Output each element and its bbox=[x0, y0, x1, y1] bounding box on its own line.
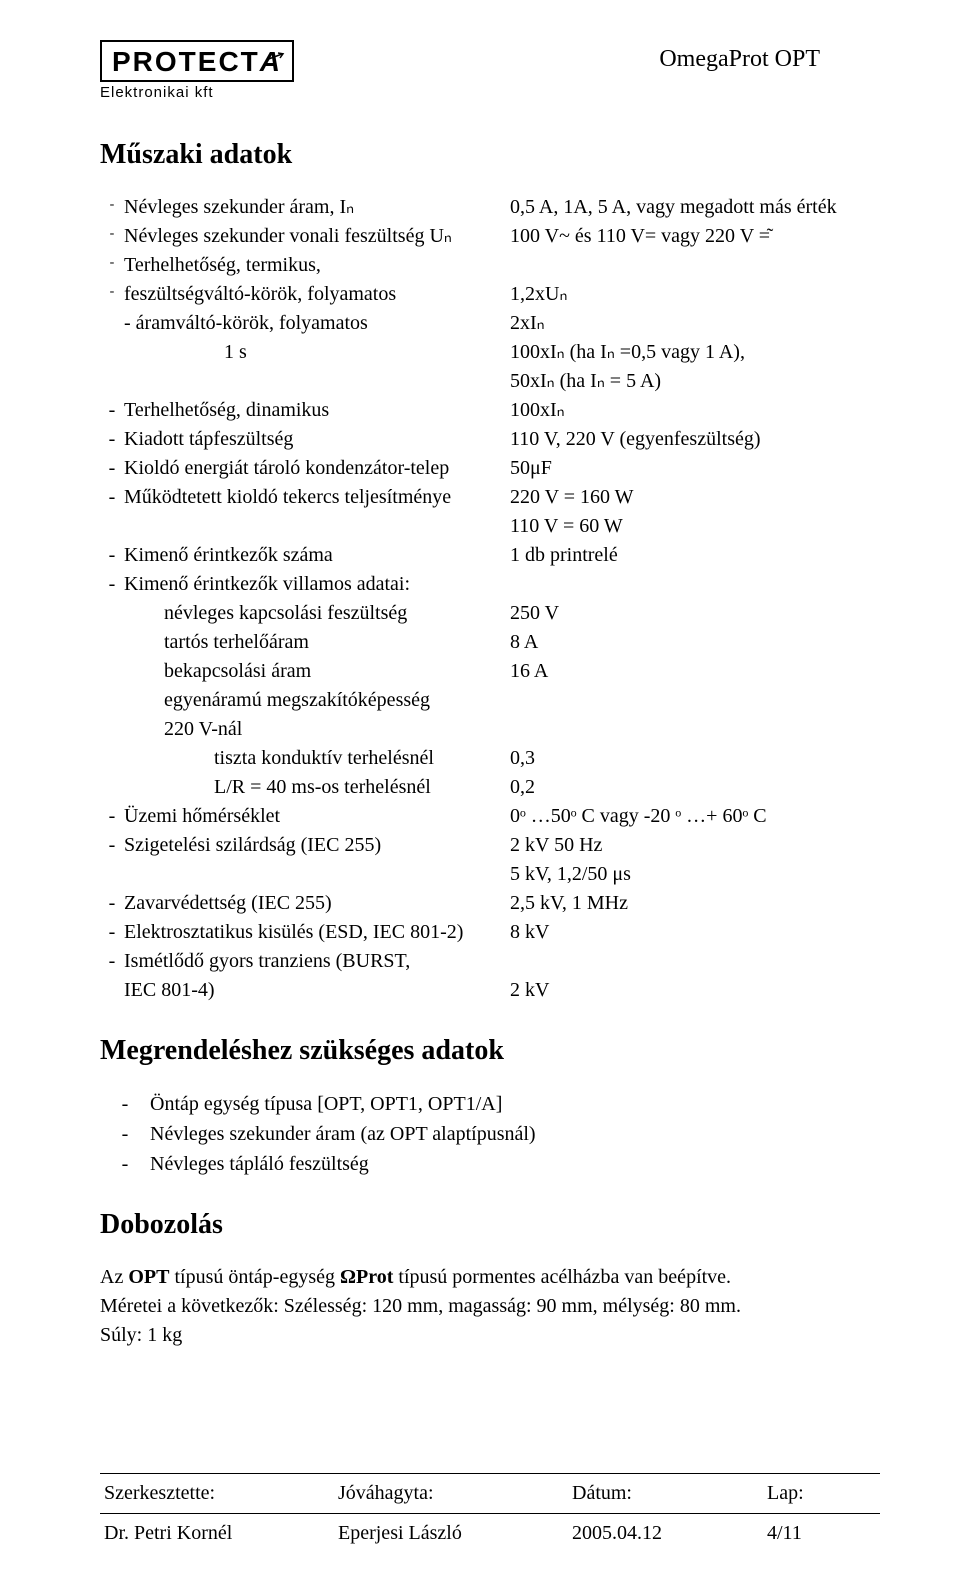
spec-value: 1 db printrelé bbox=[510, 541, 880, 570]
logo-block: PROTECTA Elektronikai kft bbox=[100, 40, 320, 101]
spec-label: Terhelhetőség, dinamikus bbox=[124, 396, 510, 425]
spec-label: Kimenő érintkezők száma bbox=[124, 541, 510, 570]
footer-header: Dátum: bbox=[568, 1474, 763, 1514]
spec-value: 0,5 A, 1A, 5 A, vagy megadott más érték bbox=[510, 193, 880, 222]
footer-value: 2005.04.12 bbox=[568, 1514, 763, 1553]
spec-label: 220 V-nál bbox=[124, 715, 510, 744]
spec-label: tartós terhelőáram bbox=[124, 628, 510, 657]
page-footer: Szerkesztette: Jóváhagyta: Dátum: Lap: D… bbox=[100, 1473, 880, 1553]
document-page: PROTECTA Elektronikai kft OmegaProt OPT … bbox=[0, 0, 960, 1593]
order-list: -Öntáp egység típusa [OPT, OPT1, OPT1/A]… bbox=[100, 1089, 880, 1179]
arrow-icon bbox=[266, 52, 286, 62]
footer-value: 4/11 bbox=[763, 1514, 880, 1553]
text: Súly: 1 kg bbox=[100, 1321, 880, 1350]
spec-value: 110 V = 60 W bbox=[510, 512, 880, 541]
spec-value: 2 kV 50 Hz bbox=[510, 831, 880, 860]
spec-label: feszültségváltó-körök, folyamatos bbox=[124, 280, 510, 309]
footer-header: Jóváhagyta: bbox=[334, 1474, 568, 1514]
spec-label: 1 s bbox=[124, 338, 510, 367]
logo-frame: PROTECTA bbox=[100, 40, 294, 82]
spec-label: Kimenő érintkezők villamos adatai: bbox=[124, 570, 510, 599]
spec-value: 1,2xUₙ bbox=[510, 280, 880, 309]
spec-value: 100 V~ és 110 V= vagy 220 V =͂ bbox=[510, 222, 880, 251]
footer-value: Eperjesi László bbox=[334, 1514, 568, 1553]
spec-label: bekapcsolási áram bbox=[124, 657, 510, 686]
spec-label: Elektrosztatikus kisülés (ESD, IEC 801-2… bbox=[124, 918, 510, 947]
spec-value: 0ᵒ …50ᵒ C vagy -20 ᵒ …+ 60ᵒ C bbox=[510, 802, 880, 831]
text-bold: OPT bbox=[128, 1266, 169, 1288]
page-header: PROTECTA Elektronikai kft OmegaProt OPT bbox=[100, 40, 880, 101]
doc-title: OmegaProt OPT bbox=[659, 46, 820, 73]
footer-header: Szerkesztette: bbox=[100, 1474, 334, 1514]
spec-label: IEC 801-4) bbox=[124, 976, 510, 1005]
spec-label: Névleges szekunder vonali feszültség Uₙ bbox=[124, 222, 510, 251]
order-item: Névleges tápláló feszültség bbox=[150, 1149, 369, 1179]
spec-value: 8 kV bbox=[510, 918, 880, 947]
text-bold: ΩProt bbox=[340, 1266, 393, 1288]
spec-value: 100xIₙ bbox=[510, 396, 880, 425]
spec-label: Kioldó energiát tároló kondenzátor-telep bbox=[124, 454, 510, 483]
footer-header: Lap: bbox=[763, 1474, 880, 1514]
spec-label: Üzemi hőmérséklet bbox=[124, 802, 510, 831]
spec-value: 50xIₙ (ha Iₙ = 5 A) bbox=[510, 367, 880, 396]
spec-value: 110 V, 220 V (egyenfeszültség) bbox=[510, 425, 880, 454]
text: típusú öntáp-egység bbox=[169, 1266, 340, 1288]
spec-label: Szigetelési szilárdság (IEC 255) bbox=[124, 831, 510, 860]
spec-value: 2,5 kV, 1 MHz bbox=[510, 889, 880, 918]
spec-label: tiszta konduktív terhelésnél bbox=[124, 744, 510, 773]
spec-label: L/R = 40 ms-os terhelésnél bbox=[124, 773, 510, 802]
spec-value: 2 kV bbox=[510, 976, 880, 1005]
spec-label: egyenáramú megszakítóképesség bbox=[124, 686, 510, 715]
spec-label: Terhelhetőség, termikus, bbox=[124, 251, 510, 280]
section-title-order: Megrendeléshez szükséges adatok bbox=[100, 1035, 880, 1067]
spec-label: Működtetett kioldó tekercs teljesítménye bbox=[124, 483, 510, 512]
spec-value: 0,2 bbox=[510, 773, 880, 802]
logo-subtitle: Elektronikai kft bbox=[100, 84, 320, 101]
spec-value: 50μF bbox=[510, 454, 880, 483]
order-item: Névleges szekunder áram (az OPT alaptípu… bbox=[150, 1119, 536, 1149]
spec-label: Zavarvédettség (IEC 255) bbox=[124, 889, 510, 918]
logo-text: PROTECT bbox=[112, 46, 260, 77]
text: Az bbox=[100, 1266, 128, 1288]
spec-value: 16 A bbox=[510, 657, 880, 686]
spec-value: 8 A bbox=[510, 628, 880, 657]
spec-value: 5 kV, 1,2/50 μs bbox=[510, 860, 880, 889]
spec-label: névleges kapcsolási feszültség bbox=[124, 599, 510, 628]
spec-list: -Névleges szekunder áram, Iₙ0,5 A, 1A, 5… bbox=[100, 193, 880, 1005]
spec-label: Névleges szekunder áram, Iₙ bbox=[124, 193, 510, 222]
spec-label: Ismétlődő gyors tranziens (BURST, bbox=[124, 947, 510, 976]
text: típusú pormentes acélházba van beépítve. bbox=[393, 1266, 731, 1288]
order-item: Öntáp egység típusa [OPT, OPT1, OPT1/A] bbox=[150, 1089, 502, 1119]
spec-value: 0,3 bbox=[510, 744, 880, 773]
spec-label: Kiadott tápfeszültség bbox=[124, 425, 510, 454]
spec-value: 250 V bbox=[510, 599, 880, 628]
footer-table: Szerkesztette: Jóváhagyta: Dátum: Lap: D… bbox=[100, 1473, 880, 1553]
spec-value: 220 V = 160 W bbox=[510, 483, 880, 512]
footer-value: Dr. Petri Kornél bbox=[100, 1514, 334, 1553]
section-title-boxing: Dobozolás bbox=[100, 1209, 880, 1241]
spec-label: - áramváltó-körök, folyamatos bbox=[124, 309, 510, 338]
spec-value: 2xIₙ bbox=[510, 309, 880, 338]
boxing-text: Az OPT típusú öntáp-egység ΩProt típusú … bbox=[100, 1263, 880, 1350]
spec-value: 100xIₙ (ha Iₙ =0,5 vagy 1 A), bbox=[510, 338, 880, 367]
text: Méretei a következők: Szélesség: 120 mm,… bbox=[100, 1292, 880, 1321]
section-title-specs: Műszaki adatok bbox=[100, 139, 880, 171]
